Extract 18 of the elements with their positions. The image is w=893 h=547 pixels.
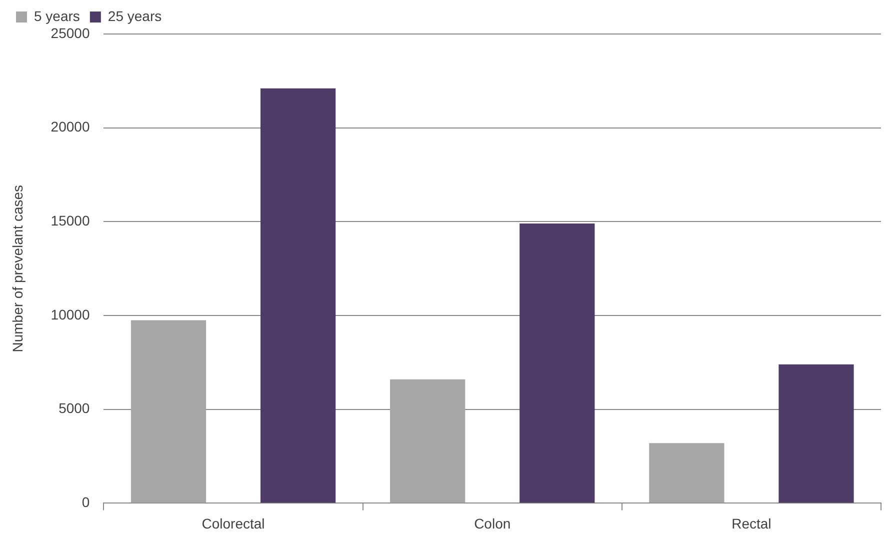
bar xyxy=(390,379,466,503)
legend-label: 5 years xyxy=(34,8,80,24)
y-tick-label: 15000 xyxy=(50,212,90,229)
bar xyxy=(520,224,595,503)
bar xyxy=(778,364,854,503)
y-tick-label: 10000 xyxy=(50,306,90,322)
legend-label: 25 years xyxy=(108,8,162,24)
bar xyxy=(649,443,724,503)
y-tick-label: 5000 xyxy=(58,400,90,416)
bar xyxy=(130,320,206,503)
y-axis-title: Number of prevelant cases xyxy=(9,184,26,352)
bar xyxy=(260,88,336,503)
x-tick-label: Colorectal xyxy=(202,515,265,532)
y-tick-label: 20000 xyxy=(50,118,90,135)
x-tick-label: Rectal xyxy=(732,515,772,532)
y-tick-label: 25000 xyxy=(50,24,90,41)
x-tick-label: Colon xyxy=(474,515,511,532)
y-tick-label: 0 xyxy=(82,494,90,510)
